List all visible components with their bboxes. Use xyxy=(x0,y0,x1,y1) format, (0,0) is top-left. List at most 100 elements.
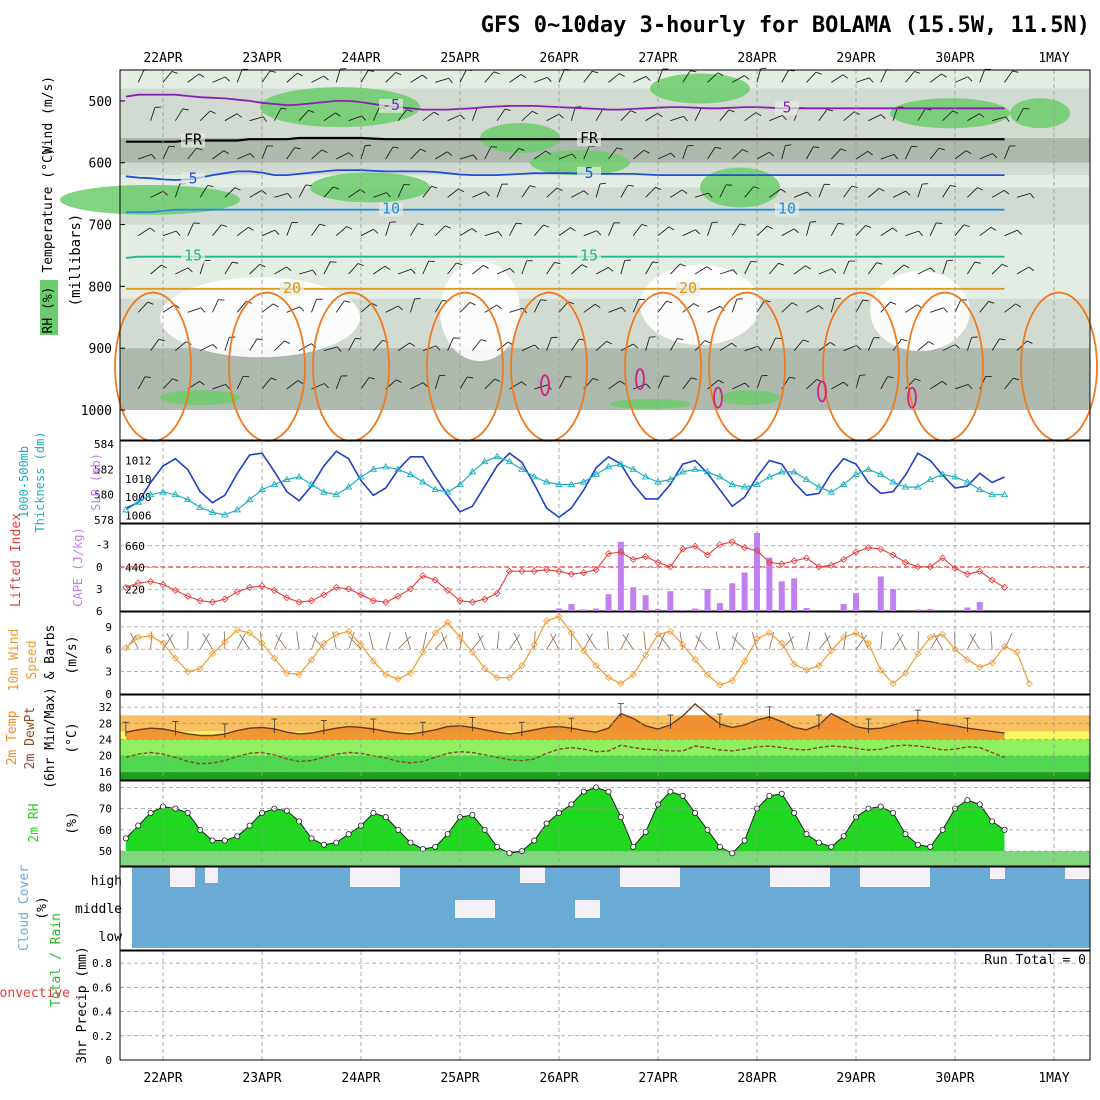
upper-wind-barb-flag xyxy=(386,192,391,198)
surface-wind-barb xyxy=(731,631,738,650)
upper-wind-barb xyxy=(187,307,202,313)
cape-bar xyxy=(692,608,699,611)
upper-wind-barb xyxy=(868,262,877,275)
upper-wind-barb-flag xyxy=(967,384,973,390)
surface-wind-barb xyxy=(311,635,325,650)
contour-label-bg xyxy=(379,202,403,217)
rh-point xyxy=(296,818,303,825)
upper-wind-barb-flag xyxy=(199,380,205,386)
upper-wind-barb xyxy=(397,109,408,121)
upper-wind-barb-flag xyxy=(344,300,351,303)
upper-wind-barb-flag xyxy=(851,185,858,188)
rh-point xyxy=(246,822,253,829)
upper-wind-barb-flag xyxy=(308,109,315,113)
rh-point xyxy=(989,818,996,825)
lifted-index-point xyxy=(901,558,910,566)
precip-axis-label3: 3hr Precip (mm) xyxy=(75,946,90,1063)
upper-wind-barb xyxy=(336,152,349,160)
upper-wind-barb xyxy=(744,112,757,122)
wind-speed-point xyxy=(753,635,761,643)
upper-wind-barb xyxy=(162,146,170,160)
lifted-index-point xyxy=(208,598,217,606)
upper-wind-barb-flag xyxy=(259,263,266,268)
upper-wind-barb xyxy=(917,341,929,351)
upper-wind-barb xyxy=(781,302,793,313)
thickness-point xyxy=(505,457,514,465)
upper-wind-barb-flag xyxy=(269,70,276,73)
wind-speed-point xyxy=(926,633,934,641)
lifted-index-point xyxy=(444,586,452,594)
upper-wind-barb xyxy=(1004,70,1013,83)
upper-wind-barb-flag xyxy=(223,150,230,155)
lifted-index-point xyxy=(728,538,736,546)
upper-wind-barb-flag xyxy=(715,146,722,149)
rh-point xyxy=(580,788,587,795)
thickness-axis-label2: Thickness (dm) xyxy=(33,431,47,532)
upper-wind-barb xyxy=(484,378,495,390)
temp-top-mask xyxy=(120,695,1090,716)
upper-wind-barb-flag xyxy=(556,187,563,192)
upper-wind-barb xyxy=(212,299,219,313)
bottom-date-label: 22APR xyxy=(143,1071,182,1086)
upper-wind-barb xyxy=(608,306,622,313)
rh-dry-area xyxy=(640,264,760,345)
upper-wind-barb-flag xyxy=(175,230,181,236)
surface-wind-barb xyxy=(549,633,560,650)
temp-axis-label1: 2m Temp xyxy=(5,710,20,765)
upper-wind-barb xyxy=(360,377,370,390)
upper-wind-barb-flag xyxy=(162,190,168,196)
thickness-point xyxy=(406,470,415,477)
upper-wind-barb-flag xyxy=(967,76,973,82)
cloud-gap-high xyxy=(620,867,680,887)
surface-wind-barb xyxy=(513,632,523,650)
wind-speed-point xyxy=(543,617,551,625)
upper-wind-barb-flag xyxy=(739,223,746,226)
upper-wind-barb-flag xyxy=(161,264,167,269)
upper-wind-barb xyxy=(867,337,875,351)
surface-wind-barb xyxy=(896,633,906,650)
wind-speed-point xyxy=(246,629,254,637)
upper-wind-barb xyxy=(855,151,868,160)
thickness-point xyxy=(555,480,563,487)
temperature-contour-30 xyxy=(817,380,827,403)
wind-speed-point xyxy=(778,639,786,647)
rh-point xyxy=(803,831,810,838)
upper-wind-barb-flag xyxy=(368,69,375,72)
upper-wind-barb xyxy=(224,113,238,122)
upper-wind-barb xyxy=(756,225,768,237)
surface-wind-barb xyxy=(296,631,300,650)
upper-wind-barb-flag xyxy=(1013,377,1020,381)
surface-wind-barb xyxy=(223,631,226,650)
wind-speed-point xyxy=(134,633,142,641)
li-tick-label: 6 xyxy=(96,605,103,618)
upper-wind-barb-flag xyxy=(706,266,713,271)
wind-speed-point xyxy=(815,662,823,670)
upper-wind-barb xyxy=(187,147,197,160)
pressure-tick-label: 500 xyxy=(89,95,112,110)
upper-wind-barb xyxy=(546,187,558,198)
contour-label-bg xyxy=(775,202,799,217)
upper-wind-barb-flag xyxy=(728,109,735,113)
upper-wind-barb xyxy=(199,110,211,122)
upper-wind-barb xyxy=(818,268,833,275)
wind-speed-point xyxy=(270,654,278,662)
upper-wind-barb xyxy=(175,267,189,275)
upper-wind-barb xyxy=(496,341,509,352)
rh-frame xyxy=(119,780,1091,867)
upper-wind-barb-flag xyxy=(444,225,451,229)
top-date-label: 23APR xyxy=(242,51,281,66)
cloud-level-label: high xyxy=(91,874,122,889)
upper-wind-barb-flag xyxy=(520,73,527,79)
upper-wind-barb xyxy=(434,375,440,390)
thickness-point xyxy=(592,470,600,477)
upper-wind-barb-flag xyxy=(144,376,152,378)
thickness-tick-label: 582 xyxy=(94,463,114,476)
thickness-point xyxy=(815,483,823,490)
upper-wind-barb-flag xyxy=(693,303,700,307)
upper-wind-barb xyxy=(138,154,152,160)
upper-wind-barb-flag xyxy=(409,342,415,347)
upper-wind-barb xyxy=(410,148,421,160)
cloud-fill xyxy=(132,867,1090,948)
